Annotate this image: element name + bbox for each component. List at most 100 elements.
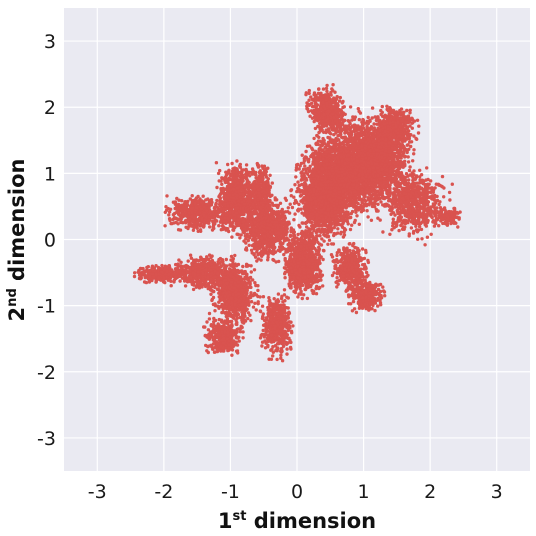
scatter-point bbox=[320, 237, 324, 241]
scatter-point bbox=[383, 163, 387, 167]
scatter-point bbox=[399, 160, 403, 165]
scatter-point bbox=[311, 155, 315, 160]
scatter-point bbox=[366, 169, 371, 173]
scatter-point bbox=[310, 170, 314, 174]
scatter-point bbox=[301, 221, 305, 225]
scatter-point bbox=[353, 115, 357, 119]
scatter-point bbox=[381, 203, 385, 207]
scatter-point bbox=[350, 118, 354, 122]
scatter-point bbox=[347, 216, 352, 220]
scatter-point bbox=[406, 155, 410, 159]
scatter-point bbox=[370, 154, 374, 158]
scatter-point bbox=[334, 166, 338, 170]
scatter-point bbox=[301, 190, 305, 194]
scatter-point bbox=[356, 125, 360, 130]
scatter-point bbox=[346, 119, 350, 123]
scatter-point bbox=[382, 176, 386, 181]
scatter-point bbox=[320, 214, 324, 218]
scatter-point bbox=[337, 179, 341, 183]
scatter-point bbox=[319, 208, 324, 212]
scatter-point bbox=[296, 180, 300, 184]
scatter-point bbox=[330, 174, 334, 178]
scatter-point bbox=[312, 187, 316, 192]
scatter-point bbox=[308, 219, 312, 223]
scatter-point bbox=[361, 117, 365, 122]
scatter-point bbox=[326, 207, 331, 211]
scatter-point bbox=[346, 138, 350, 143]
scatter-point bbox=[402, 148, 407, 152]
scatter-point bbox=[396, 165, 401, 170]
scatter-point bbox=[356, 141, 360, 146]
scatter-point bbox=[358, 111, 363, 115]
scatter-point bbox=[379, 151, 384, 155]
scatter-point bbox=[343, 161, 347, 166]
scatter-point bbox=[329, 140, 333, 144]
scatter-point bbox=[329, 183, 334, 187]
scatter-point bbox=[333, 188, 337, 193]
scatter-point bbox=[315, 157, 319, 162]
scatter-point bbox=[339, 208, 343, 212]
scatter-point bbox=[334, 232, 338, 236]
scatter-point bbox=[315, 189, 319, 194]
scatter-point bbox=[305, 211, 309, 215]
scatter-point bbox=[320, 141, 324, 145]
scatter-point bbox=[332, 226, 336, 230]
scatter-point bbox=[365, 190, 370, 195]
scatter-point bbox=[348, 105, 353, 109]
scatter-point bbox=[349, 162, 353, 167]
scatter-point bbox=[366, 215, 370, 219]
scatter-point bbox=[360, 190, 364, 195]
scatter-point bbox=[338, 133, 343, 137]
scatter-point bbox=[352, 123, 356, 128]
scatter-point bbox=[296, 208, 300, 212]
scatter-point bbox=[305, 225, 309, 229]
scatter-point bbox=[408, 165, 412, 169]
scatter-point bbox=[325, 143, 329, 147]
scatter-point bbox=[338, 141, 343, 146]
scatter-point bbox=[320, 178, 324, 182]
scatter-point bbox=[387, 162, 392, 166]
scatter-point bbox=[344, 177, 348, 182]
scatter-point bbox=[347, 134, 352, 138]
scatter-point bbox=[296, 186, 300, 191]
scatter-point bbox=[409, 140, 414, 144]
scatter-point bbox=[342, 233, 347, 237]
scatter-point bbox=[390, 172, 394, 176]
scatter-point bbox=[369, 218, 374, 222]
scatter-point bbox=[319, 203, 324, 207]
scatter-point bbox=[355, 183, 360, 188]
scatter-point bbox=[310, 184, 314, 188]
scatter-point bbox=[301, 201, 305, 205]
scatter-point bbox=[348, 193, 352, 197]
scatter-point bbox=[334, 143, 339, 147]
scatter-point bbox=[297, 167, 301, 171]
scatter-point bbox=[355, 159, 360, 163]
scatter-point bbox=[369, 125, 374, 129]
scatter-point bbox=[342, 230, 346, 234]
scatter-point bbox=[306, 160, 311, 164]
scatter-point bbox=[350, 223, 354, 227]
scatter-point bbox=[327, 217, 332, 221]
scatter-point bbox=[365, 209, 369, 213]
scatter-point bbox=[374, 182, 378, 186]
scatter-point bbox=[361, 166, 366, 170]
scatter-point bbox=[319, 182, 323, 186]
scatter-point bbox=[316, 205, 320, 209]
scatter-point bbox=[304, 149, 308, 154]
scatter-point bbox=[400, 153, 404, 157]
scatter-point bbox=[350, 174, 355, 179]
scatter-point bbox=[356, 134, 360, 138]
scatter-point bbox=[360, 176, 365, 180]
scatter-point bbox=[374, 162, 379, 166]
scatter-point bbox=[345, 185, 349, 189]
scatter-point bbox=[335, 155, 340, 159]
scatter-point bbox=[375, 166, 380, 170]
scatter-point bbox=[356, 208, 361, 212]
scatter-point bbox=[304, 178, 309, 182]
scatter-point bbox=[311, 193, 315, 198]
scatter-point bbox=[334, 216, 339, 220]
scatter-point bbox=[331, 83, 335, 87]
scatter-point bbox=[303, 164, 307, 168]
scatter-point bbox=[321, 189, 326, 193]
scatter-point bbox=[385, 184, 389, 188]
